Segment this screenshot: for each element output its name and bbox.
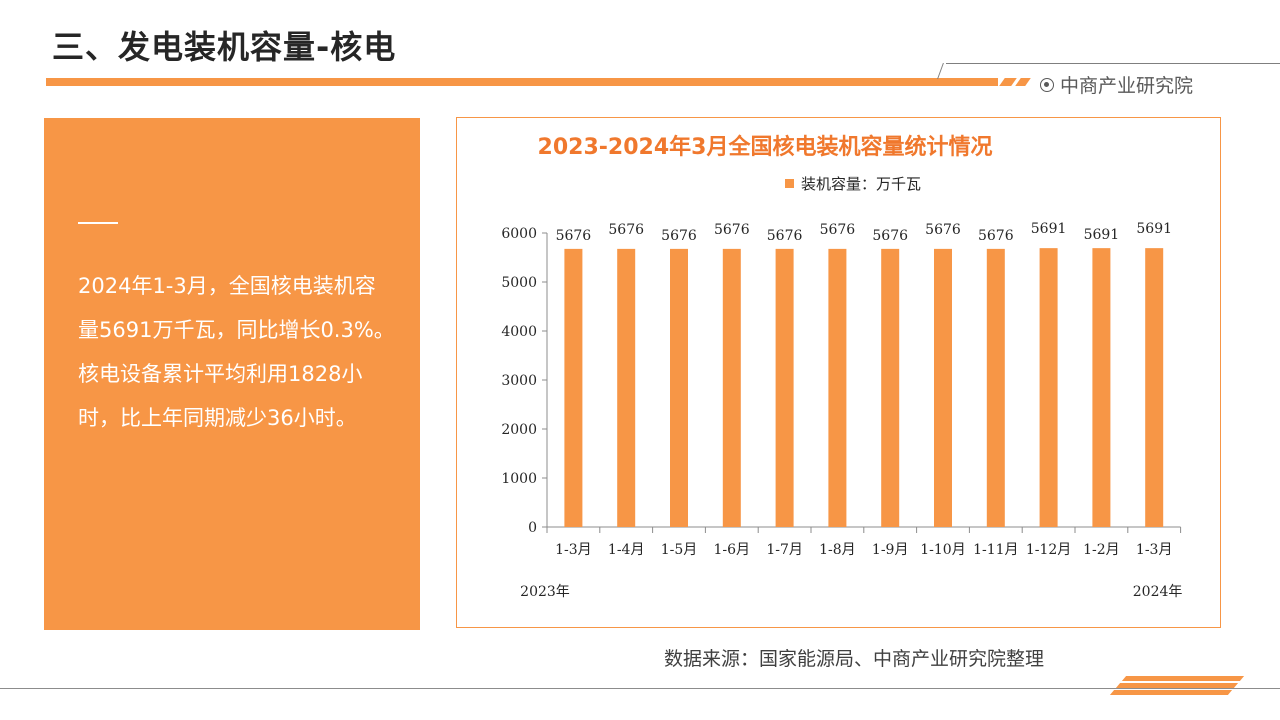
brand-logo-icon xyxy=(1040,77,1054,92)
data-label: 5676 xyxy=(714,222,750,238)
bar xyxy=(881,248,900,527)
x-tick-label: 1-11月 xyxy=(973,542,1018,558)
year-label-end: 2024年 xyxy=(1133,584,1183,600)
bar xyxy=(1039,248,1058,528)
chart-title: 2023-2024年3月全国核电装机容量统计情况 xyxy=(538,134,993,160)
y-tick-label: 1000 xyxy=(501,471,537,487)
brand: 中商产业研究院 xyxy=(1040,71,1193,98)
chart-bars xyxy=(564,248,1164,528)
x-tick-label: 1-4月 xyxy=(608,542,645,558)
year-label-start: 2023年 xyxy=(520,584,570,600)
bar xyxy=(722,248,741,527)
data-label: 5676 xyxy=(925,222,961,238)
x-tick-label: 1-12月 xyxy=(1026,542,1071,558)
data-label: 5691 xyxy=(1084,227,1120,243)
bar xyxy=(986,248,1005,527)
bar xyxy=(1092,248,1111,528)
bar xyxy=(564,248,583,527)
brand-name: 中商产业研究院 xyxy=(1060,75,1194,97)
x-tick-label: 1-6月 xyxy=(714,542,751,558)
data-label: 5676 xyxy=(608,222,644,238)
data-label: 5676 xyxy=(820,222,856,238)
legend-label: 装机容量：万千瓦 xyxy=(801,175,921,193)
header-divider xyxy=(946,63,1280,64)
x-tick-label: 1-8月 xyxy=(819,542,856,558)
x-tick-label: 1-3月 xyxy=(555,542,592,558)
bar xyxy=(670,248,688,527)
legend-swatch xyxy=(785,179,794,188)
bar xyxy=(775,248,794,527)
header-slash-decoration xyxy=(999,78,1017,86)
summary-text: 2024年1-3月，全国核电装机容量5691万千瓦，同比增长0.3%。核电设备累… xyxy=(78,274,395,430)
chart-axes xyxy=(542,232,1182,533)
data-label: 5676 xyxy=(556,228,592,244)
bar xyxy=(828,248,847,527)
x-tick-label: 1-10月 xyxy=(920,542,965,558)
page-title: 三、发电装机容量-核电 xyxy=(52,28,397,66)
x-tick-label: 1-2月 xyxy=(1083,542,1120,558)
data-label: 5676 xyxy=(661,228,697,244)
y-tick-label: 0 xyxy=(528,520,537,536)
y-tick-label: 6000 xyxy=(501,226,537,242)
x-tick-label: 1-5月 xyxy=(661,542,698,558)
bar xyxy=(934,248,952,527)
header-accent-bar xyxy=(46,78,998,86)
footer-line xyxy=(0,688,1280,689)
data-label: 5691 xyxy=(1031,221,1067,237)
chart-container: 2023-2024年3月全国核电装机容量统计情况 装机容量：万千瓦 0 1000 2… xyxy=(456,117,1221,628)
data-source: 数据来源：国家能源局、中商产业研究院整理 xyxy=(664,648,1045,670)
y-tick-label: 4000 xyxy=(501,324,537,340)
data-label: 5676 xyxy=(872,228,908,244)
bar xyxy=(1145,248,1164,528)
x-tick-label: 1-9月 xyxy=(872,542,909,558)
chart-labels: 0 1000 2000 3000 4000 5000 6000 5676 1-3月 5676 1-4… xyxy=(501,221,1182,600)
x-tick-label: 1-7月 xyxy=(766,542,803,558)
y-tick-label: 3000 xyxy=(501,373,537,389)
y-tick-label: 5000 xyxy=(501,275,537,291)
panel-divider xyxy=(78,222,118,224)
data-label: 5676 xyxy=(978,228,1014,244)
bar-chart: 2023-2024年3月全国核电装机容量统计情况 装机容量：万千瓦 0 1000 2… xyxy=(501,134,1182,600)
data-label: 5691 xyxy=(1136,221,1172,237)
x-tick-label: 1-3月 xyxy=(1136,542,1173,558)
header-slash-decoration xyxy=(1015,78,1031,86)
data-label: 5676 xyxy=(767,228,803,244)
summary-panel: 2024年1-3月，全国核电装机容量5691万千瓦，同比增长0.3%。核电设备累… xyxy=(44,118,420,630)
header-divider-corner xyxy=(937,63,944,79)
bar xyxy=(617,248,636,527)
y-tick-label: 2000 xyxy=(501,422,537,438)
